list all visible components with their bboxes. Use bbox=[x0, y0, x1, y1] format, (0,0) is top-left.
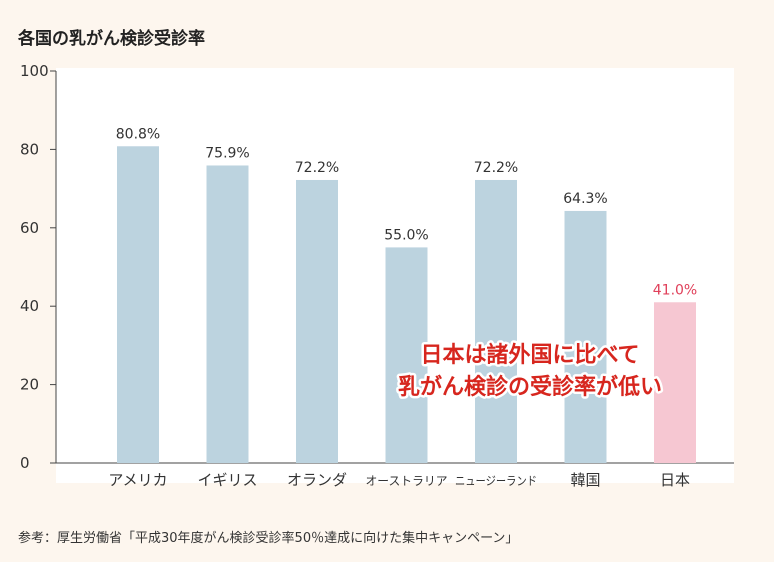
y-tick-label: 40 bbox=[20, 297, 39, 315]
bar-0 bbox=[117, 146, 159, 463]
bar-value-label: 64.3% bbox=[563, 191, 607, 207]
x-category-label: オランダ bbox=[287, 471, 347, 489]
bar-6 bbox=[654, 302, 696, 463]
y-tick-label: 100 bbox=[20, 62, 49, 80]
bar-value-label: 72.2% bbox=[295, 160, 339, 176]
bar-value-label: 75.9% bbox=[205, 145, 249, 161]
bar-4 bbox=[475, 179, 517, 463]
bar-value-label: 80.8% bbox=[116, 126, 160, 142]
y-tick-label: 80 bbox=[20, 140, 39, 158]
bar-value-label: 55.0% bbox=[384, 227, 428, 243]
annotation-line-0: 日本は諸外国に比べて bbox=[420, 342, 639, 368]
source-note: 参考：厚生労働省「平成30年度がん検診受診率50％達成に向けた集中キャンペーン」 bbox=[18, 531, 519, 546]
bar-3 bbox=[385, 247, 428, 463]
y-tick-label: 60 bbox=[20, 219, 39, 237]
bar-2 bbox=[296, 179, 338, 463]
y-tick-label: 0 bbox=[20, 454, 30, 472]
x-category-label: アメリカ bbox=[108, 471, 167, 489]
bar-value-label: 72.2% bbox=[474, 160, 518, 176]
x-category-label: 韓国 bbox=[570, 471, 600, 489]
labels: 80.8% アメリカ 75.9% イギリス 72.2% オランダ 55.0% オーストラリア 7… bbox=[108, 126, 697, 489]
annotation-line-1: 乳がん検診の受診率が低い bbox=[398, 374, 662, 400]
x-category-label: ニュージーランド bbox=[455, 474, 537, 488]
x-category-label: 日本 bbox=[660, 471, 690, 489]
x-category-label: イギリス bbox=[197, 471, 257, 489]
bar-chart: 0 20 40 60 80 100 80.8% アメリカ 75.9% イギリス 72.2% オランダ… bbox=[20, 62, 734, 489]
x-category-label: オーストラリア bbox=[366, 474, 448, 488]
chart-title: 各国の乳がん検診受診率 bbox=[18, 29, 205, 49]
bar-1 bbox=[206, 165, 249, 464]
bar-value-label: 41.0% bbox=[653, 282, 697, 298]
bar-5 bbox=[564, 210, 607, 463]
y-tick-label: 20 bbox=[20, 376, 39, 394]
bars bbox=[117, 146, 696, 464]
